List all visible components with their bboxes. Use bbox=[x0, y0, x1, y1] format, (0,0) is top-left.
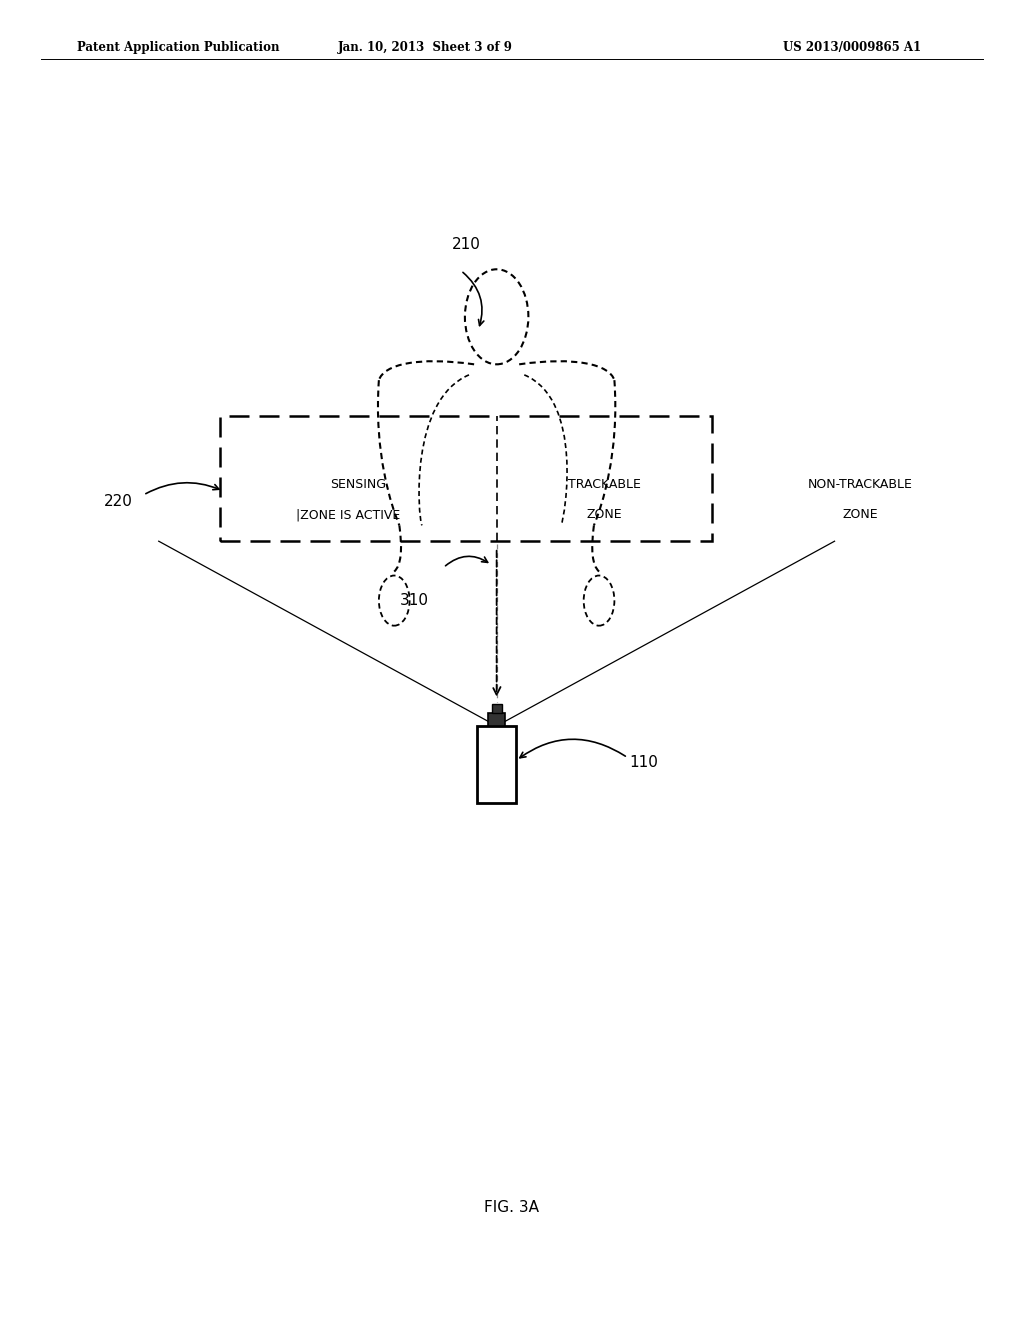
Text: 220: 220 bbox=[104, 494, 133, 510]
Text: TRACKABLE: TRACKABLE bbox=[567, 478, 641, 491]
Text: FIG. 3A: FIG. 3A bbox=[484, 1200, 540, 1216]
Bar bbox=[477, 726, 516, 803]
Text: US 2013/0009865 A1: US 2013/0009865 A1 bbox=[783, 41, 922, 54]
Text: 110: 110 bbox=[630, 755, 658, 771]
Text: ZONE: ZONE bbox=[587, 508, 622, 521]
Text: 310: 310 bbox=[400, 593, 429, 609]
Text: NON-TRACKABLE: NON-TRACKABLE bbox=[808, 478, 912, 491]
Text: SENSING: SENSING bbox=[331, 478, 386, 491]
Bar bbox=[220, 416, 712, 541]
Text: Patent Application Publication: Patent Application Publication bbox=[77, 41, 280, 54]
Text: ZONE: ZONE bbox=[843, 508, 878, 521]
Bar bbox=[492, 704, 502, 713]
Text: Jan. 10, 2013  Sheet 3 of 9: Jan. 10, 2013 Sheet 3 of 9 bbox=[338, 41, 512, 54]
Text: |ZONE IS ACTIVE: |ZONE IS ACTIVE bbox=[296, 508, 400, 521]
Text: 210: 210 bbox=[452, 236, 480, 252]
Bar bbox=[488, 713, 505, 726]
